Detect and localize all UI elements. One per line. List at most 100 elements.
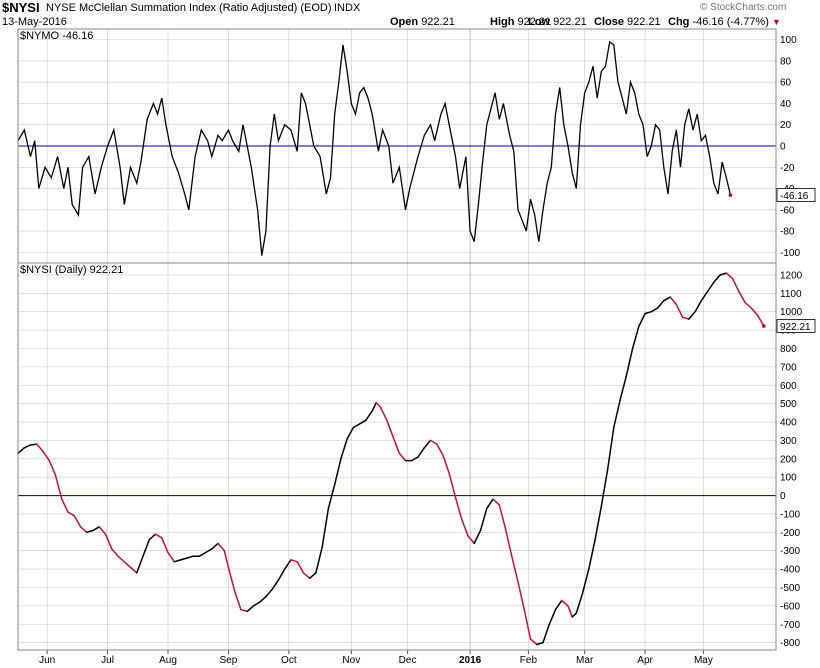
nysi-segment bbox=[473, 529, 482, 545]
nysi-segment bbox=[375, 401, 382, 409]
nysi-segment bbox=[417, 447, 426, 458]
nymo-y-tick-label: 40 bbox=[780, 99, 792, 110]
nysi-segment bbox=[252, 601, 261, 607]
exchange: INDX bbox=[334, 2, 361, 14]
nysi-segment bbox=[61, 498, 69, 513]
nysi-segment bbox=[73, 515, 82, 528]
nysi-segment bbox=[142, 538, 151, 557]
nysi-segment bbox=[600, 469, 609, 508]
nysi-segment bbox=[461, 518, 469, 537]
nysi-segment bbox=[731, 277, 740, 293]
nymo-y-tick-label: -80 bbox=[780, 227, 795, 238]
nysi-segment bbox=[223, 549, 230, 569]
ohlc-open: Open 922.21 bbox=[390, 16, 455, 28]
nysi-segment bbox=[517, 581, 526, 611]
nysi-segment bbox=[86, 529, 94, 534]
nysi-y-tick-label: -800 bbox=[780, 638, 800, 649]
nysi-segment bbox=[567, 605, 573, 618]
nysi-last-value: 922.21 bbox=[780, 322, 811, 333]
nysi-y-tick-label: 700 bbox=[780, 362, 797, 373]
nysi-y-tick-label: -600 bbox=[780, 601, 800, 612]
nysi-segment bbox=[148, 533, 157, 541]
nymo-last-value-box bbox=[776, 188, 816, 202]
nysi-segment bbox=[211, 542, 219, 550]
nymo-y-tick-label: 60 bbox=[780, 78, 792, 89]
nysi-segment bbox=[719, 272, 728, 276]
nysi-y-tick-label: 100 bbox=[780, 473, 797, 484]
x-tick-label: Aug bbox=[159, 655, 177, 666]
nysi-segment bbox=[29, 443, 38, 446]
nysi-segment bbox=[479, 507, 488, 532]
nysi-segment bbox=[650, 307, 659, 313]
nysi-y-tick-label: -200 bbox=[780, 528, 800, 539]
nysi-segment bbox=[111, 548, 119, 557]
x-tick-label: Dec bbox=[399, 655, 417, 666]
x-tick-label: Nov bbox=[342, 655, 360, 666]
nymo-y-tick-label: -60 bbox=[780, 205, 795, 216]
nysi-segment bbox=[486, 498, 494, 510]
nysi-segment bbox=[123, 561, 132, 569]
nysi-segment bbox=[104, 533, 113, 550]
nysi-segment bbox=[429, 439, 438, 445]
nysi-segment bbox=[179, 557, 188, 561]
nysi-segment bbox=[117, 555, 126, 563]
nysi-segment bbox=[271, 579, 280, 591]
nysi-segment bbox=[467, 535, 475, 545]
watermark: © StockCharts.com bbox=[700, 2, 787, 13]
nysi-segment bbox=[265, 588, 273, 598]
nysi-series-line bbox=[17, 272, 765, 646]
x-tick-label: Oct bbox=[281, 655, 297, 666]
nysi-segment bbox=[523, 608, 532, 640]
nysi-segment bbox=[675, 303, 684, 318]
nymo-y-tick-label: 80 bbox=[780, 56, 792, 67]
nysi-segment bbox=[398, 452, 407, 462]
nysi-segment bbox=[688, 310, 696, 320]
nysi-segment bbox=[283, 559, 292, 570]
nysi-last-value-box bbox=[776, 319, 816, 333]
nysi-last-point bbox=[762, 324, 766, 328]
nysi-y-tick-label: 1000 bbox=[780, 307, 803, 318]
nymo-y-tick-label: 100 bbox=[780, 35, 797, 46]
nysi-last-value-tag: 922.21 bbox=[762, 319, 816, 333]
nysi-segment bbox=[613, 399, 621, 429]
nysi-segment bbox=[233, 590, 242, 611]
nysi-segment bbox=[669, 296, 678, 306]
nysi-segment bbox=[588, 538, 596, 570]
nysi-segment bbox=[448, 472, 457, 499]
nymo-y-tick-label: 0 bbox=[780, 142, 786, 153]
nysi-segment bbox=[371, 401, 378, 412]
nysi-y-tick-label: 800 bbox=[780, 344, 797, 355]
nysi-segment bbox=[136, 555, 144, 574]
nysi-segment bbox=[358, 419, 367, 425]
nysi-segment bbox=[694, 299, 703, 313]
nysi-segment bbox=[700, 290, 709, 302]
nysi-segment bbox=[529, 638, 538, 646]
nysi-segment bbox=[290, 559, 298, 563]
nysi-segment bbox=[365, 410, 373, 421]
x-tick-label: Jul bbox=[101, 655, 114, 666]
nysi-segment bbox=[327, 483, 336, 510]
nysi-panel-border bbox=[17, 262, 777, 651]
nysi-segment bbox=[511, 555, 519, 583]
nysi-segment bbox=[296, 561, 305, 574]
x-tick-label: Apr bbox=[637, 655, 653, 666]
nysi-segment bbox=[619, 375, 628, 401]
nysi-y-tick-label: -100 bbox=[780, 509, 800, 520]
nymo-y-tick-label: -100 bbox=[780, 248, 800, 259]
nysi-segment bbox=[48, 459, 57, 477]
nysi-segment bbox=[631, 325, 640, 350]
nysi-segment bbox=[581, 568, 590, 594]
index-name: NYSE McClellan Summation Index (Ratio Ad… bbox=[46, 2, 332, 14]
ohlc-low: Low 922.21 bbox=[528, 16, 587, 28]
nymo-last-value-tag: -46.16 bbox=[728, 188, 816, 202]
x-tick-label: Feb bbox=[520, 655, 538, 666]
nymo-series-label: $NYMO -46.16 bbox=[20, 30, 94, 42]
nysi-segment bbox=[713, 274, 721, 284]
nysi-segment bbox=[379, 406, 388, 421]
nysi-segment bbox=[498, 504, 507, 530]
nysi-segment bbox=[154, 533, 163, 539]
nysi-segment bbox=[504, 527, 513, 557]
x-tick-label: Jun bbox=[39, 655, 55, 666]
nysi-segment bbox=[79, 526, 88, 534]
